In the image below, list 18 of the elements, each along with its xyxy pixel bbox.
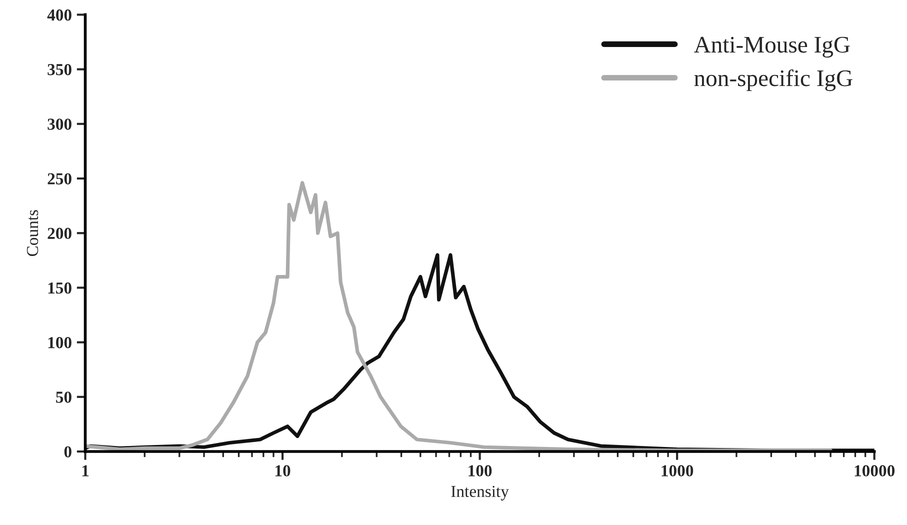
y-tick-label: 100: [48, 337, 72, 348]
y-tick-label: 400: [47, 9, 72, 21]
y-tick-label: 350: [48, 64, 72, 76]
x-tick-label: 100: [468, 465, 492, 476]
y-tick-label: 200: [48, 228, 72, 240]
x-tick-label: 10: [276, 465, 290, 476]
y-tick-label: 250: [48, 173, 72, 184]
y-tick-label: 50: [56, 392, 72, 403]
y-tick-label: 0: [64, 446, 72, 458]
x-tick-label: 1000: [662, 465, 694, 476]
x-tick-label: 10000: [854, 465, 895, 476]
x-tick-label: 1: [82, 465, 89, 476]
y-tick-label: 300: [48, 118, 72, 130]
legend-label: Anti-Mouse IgG: [694, 36, 850, 58]
y-axis-title: Counts: [26, 210, 38, 256]
x-axis-title: Intensity: [451, 486, 509, 500]
legend-label: non-specific IgG: [694, 69, 852, 92]
y-tick-label: 150: [48, 282, 72, 294]
